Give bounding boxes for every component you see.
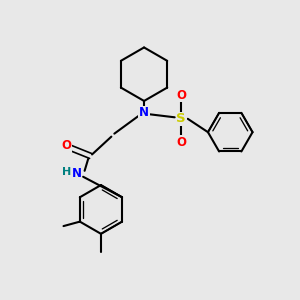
Text: O: O bbox=[176, 136, 186, 149]
Text: O: O bbox=[62, 139, 72, 152]
Text: N: N bbox=[139, 106, 149, 119]
Text: H: H bbox=[62, 167, 71, 177]
Text: O: O bbox=[176, 88, 186, 101]
Text: S: S bbox=[176, 112, 186, 125]
Text: N: N bbox=[72, 167, 82, 180]
